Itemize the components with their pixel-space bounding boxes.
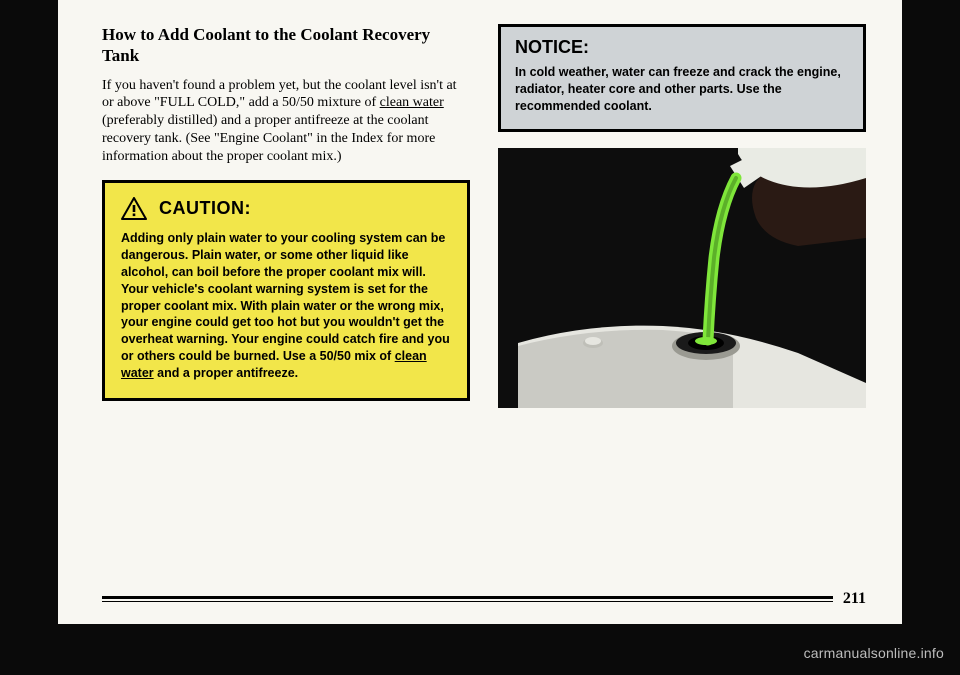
section-heading: How to Add Coolant to the Coolant Recove… [102,24,470,67]
caution-header: CAUTION: [121,197,451,220]
caution-callout: CAUTION: Adding only plain water to your… [102,180,470,401]
manual-page: How to Add Coolant to the Coolant Recove… [58,0,902,624]
clean-water-link: clean water [380,95,444,110]
caution-body: Adding only plain water to your cooling … [121,230,451,382]
caution-text-post: and a proper antifreeze. [154,366,298,380]
two-column-layout: How to Add Coolant to the Coolant Recove… [102,24,866,408]
left-column: How to Add Coolant to the Coolant Recove… [102,24,470,408]
watermark-text: carmanualsonline.info [804,645,944,661]
intro-text-post: (preferably distilled) and a proper anti… [102,113,435,164]
photo-illustration [498,148,866,408]
page-footer: 211 [102,596,866,602]
footer-rule [102,596,866,602]
right-column: NOTICE: In cold weather, water can freez… [498,24,866,408]
notice-callout: NOTICE: In cold weather, water can freez… [498,24,866,132]
intro-paragraph: If you haven't found a problem yet, but … [102,77,470,167]
warning-triangle-icon [121,197,147,220]
caution-title: CAUTION: [159,198,251,219]
caution-text-pre: Adding only plain water to your cooling … [121,231,450,363]
page-number: 211 [833,590,866,608]
coolant-pour-photo [498,148,866,408]
notice-title: NOTICE: [515,37,849,58]
notice-body: In cold weather, water can freeze and cr… [515,64,849,115]
